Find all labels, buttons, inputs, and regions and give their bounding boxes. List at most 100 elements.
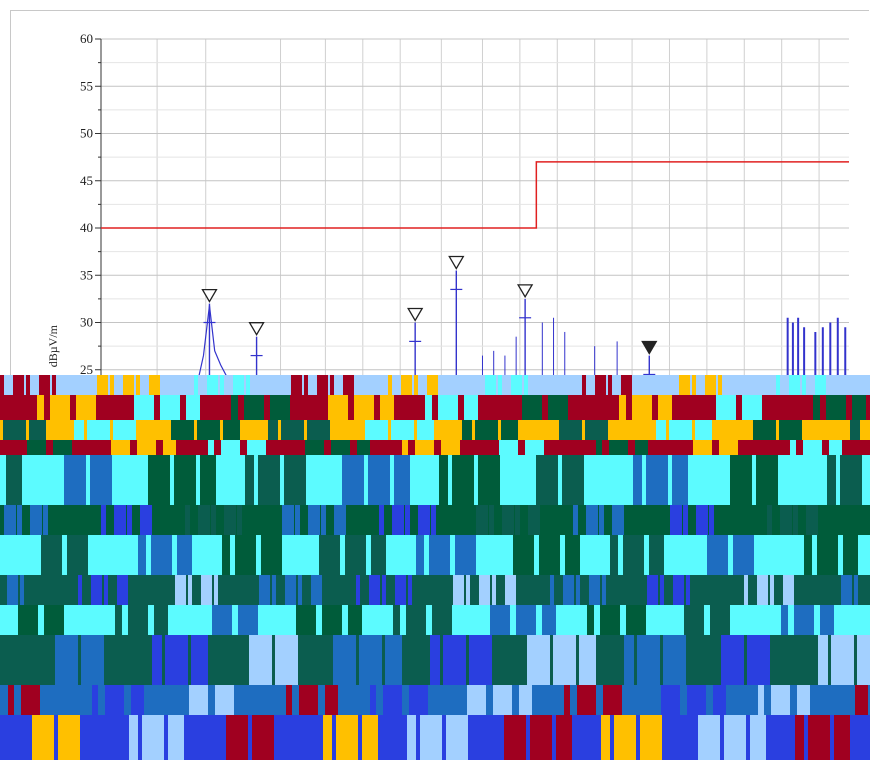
glitch-stripe [249, 635, 266, 685]
glitch-stripe [806, 505, 818, 535]
glitch-stripe [136, 375, 140, 395]
peak-marker [248, 322, 265, 336]
glitch-stripe [556, 715, 572, 760]
glitch-stripe [721, 635, 738, 685]
glitch-stripe [795, 715, 804, 760]
glitch-stripe [707, 535, 722, 575]
glitch-stripe [803, 440, 816, 455]
glitch-stripe [462, 420, 472, 440]
glitch-stripe [627, 715, 636, 760]
glitch-stripe [187, 455, 196, 505]
glitch-stripe [692, 375, 696, 395]
glitch-stripe [349, 715, 358, 760]
glitch-stripe [603, 685, 616, 715]
glitch-stripe [189, 685, 202, 715]
glitch-stripe [442, 535, 450, 575]
glitch-stripe [151, 535, 166, 575]
glitch-stripe [696, 505, 708, 535]
glitch-stripe [499, 440, 512, 455]
glitch-stripe [137, 440, 150, 455]
glitch-stripe [222, 535, 230, 575]
glitch-stripe [485, 375, 496, 395]
glitch-stripe [827, 455, 836, 505]
glitch-stripe [191, 635, 208, 685]
glitch-stripe [429, 535, 444, 575]
glitch-stripe [709, 505, 714, 535]
glitch-stripe [344, 440, 350, 455]
glitch-stripe [260, 440, 266, 455]
glitch-stripe [379, 505, 384, 535]
glitch-stripe [516, 605, 530, 635]
glitch-stripe [320, 420, 330, 440]
glitch-stripe [123, 375, 134, 395]
glitch-stripe [831, 635, 848, 685]
glitch-stripe [272, 575, 276, 605]
glitch-stripe [163, 440, 176, 455]
glitch-stripe [220, 375, 224, 395]
glitch-stripe [467, 685, 480, 715]
glitch-stripe [433, 715, 442, 760]
glitch-stripe [342, 455, 358, 505]
glitch-stripe [13, 375, 24, 395]
glitch-stripe [328, 395, 342, 420]
glitch-stripe [693, 440, 706, 455]
glitch-stripe [270, 395, 284, 420]
glitch-stripe [720, 535, 728, 575]
glitch-stripe [660, 575, 664, 605]
glitch-stripe [636, 535, 644, 575]
glitch-band [0, 575, 870, 605]
glitch-stripe [297, 455, 306, 505]
glitch-stripe [150, 440, 156, 455]
glitch-stripe [432, 605, 446, 635]
glitch-stripe [695, 420, 712, 440]
glitch-stripe [141, 605, 148, 635]
glitch-stripe [602, 575, 606, 605]
glitch-stripe [419, 605, 426, 635]
glitch-stripe [635, 440, 648, 455]
glitch-stripe [223, 420, 240, 440]
glitch-stripe [808, 715, 824, 760]
glitch-stripe [621, 375, 632, 395]
glitch-band [0, 440, 870, 455]
glitch-stripe [152, 635, 162, 685]
glitch-stripe [409, 685, 422, 715]
glitch-stripe [658, 395, 672, 420]
glitch-stripe [682, 420, 692, 440]
glitch-stripe [30, 505, 42, 535]
glitch-stripe [149, 375, 160, 395]
glitch-stripe [118, 685, 124, 715]
glitch-stripe [427, 375, 438, 395]
glitch-stripe [743, 455, 752, 505]
glitch-stripe [100, 420, 110, 440]
glitch-stripe [553, 635, 570, 685]
glitch-stripe [234, 440, 240, 455]
glitch-stripe [829, 440, 842, 455]
glitch-stripe [74, 420, 84, 440]
y-tick-label: 30 [80, 315, 93, 330]
glitch-stripe [357, 440, 370, 455]
glitch-stripe [110, 375, 114, 395]
glitch-stripe [178, 635, 188, 685]
glitch-stripe [530, 715, 546, 760]
glitch-stripe [252, 715, 268, 760]
glitch-stripe [171, 420, 188, 440]
glitch-stripe [200, 455, 216, 505]
glitch-stripe [382, 575, 386, 605]
glitch-stripe [498, 375, 502, 395]
glitch-stripe [221, 440, 234, 455]
glitch-stripe [396, 685, 402, 715]
glitch-stripe [248, 535, 256, 575]
glitch-stripe [713, 685, 726, 715]
glitch-stripe [298, 575, 302, 605]
glitch-stripe [34, 685, 40, 715]
glitch-stripe [64, 455, 80, 505]
glitch-stripe [307, 420, 324, 440]
glitch-stripe [716, 395, 730, 420]
glitch-stripe [505, 575, 516, 605]
glitch-stripe [317, 375, 328, 395]
glitch-stripe [830, 535, 838, 575]
glitch-stripe [784, 685, 790, 715]
glitch-stripe [536, 455, 552, 505]
glitch-stripe [543, 715, 552, 760]
glitch-stripe [539, 535, 554, 575]
